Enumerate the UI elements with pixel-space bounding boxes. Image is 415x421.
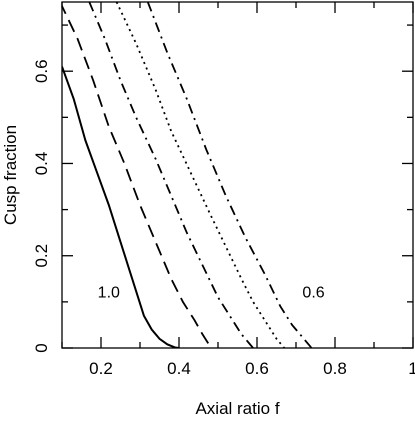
series-line-5: [146, 2, 313, 348]
x-tick-label: 1: [408, 359, 415, 378]
x-tick-label: 0.4: [167, 359, 191, 378]
curve-label: 1.0: [98, 284, 120, 301]
x-tick-label: 0.6: [245, 359, 269, 378]
y-tick-label: 0.2: [32, 244, 51, 268]
y-axis-label: Cusp fraction: [1, 125, 20, 225]
y-tick-label: 0.6: [32, 59, 51, 83]
series-line-3: [88, 2, 254, 348]
y-tick-label: 0: [32, 343, 51, 352]
plot-frame: [61, 1, 414, 349]
x-tick-label: 0.8: [323, 359, 347, 378]
series-line-1: [62, 66, 180, 348]
tick-labels: 0.2 0.4 0.6 0.8 1 0 0.2 0.4 0.6: [32, 59, 415, 378]
curve-annotations: 1.0 0.6: [98, 284, 325, 301]
x-axis-label: Axial ratio f: [195, 399, 279, 418]
series-line-4: [115, 2, 285, 348]
axis-ticks: [61, 2, 414, 349]
series-lines: [62, 2, 313, 348]
y-tick-label: 0.4: [32, 152, 51, 176]
curve-label: 0.6: [302, 284, 324, 301]
series-line-2: [62, 4, 212, 348]
x-tick-label: 0.2: [89, 359, 113, 378]
